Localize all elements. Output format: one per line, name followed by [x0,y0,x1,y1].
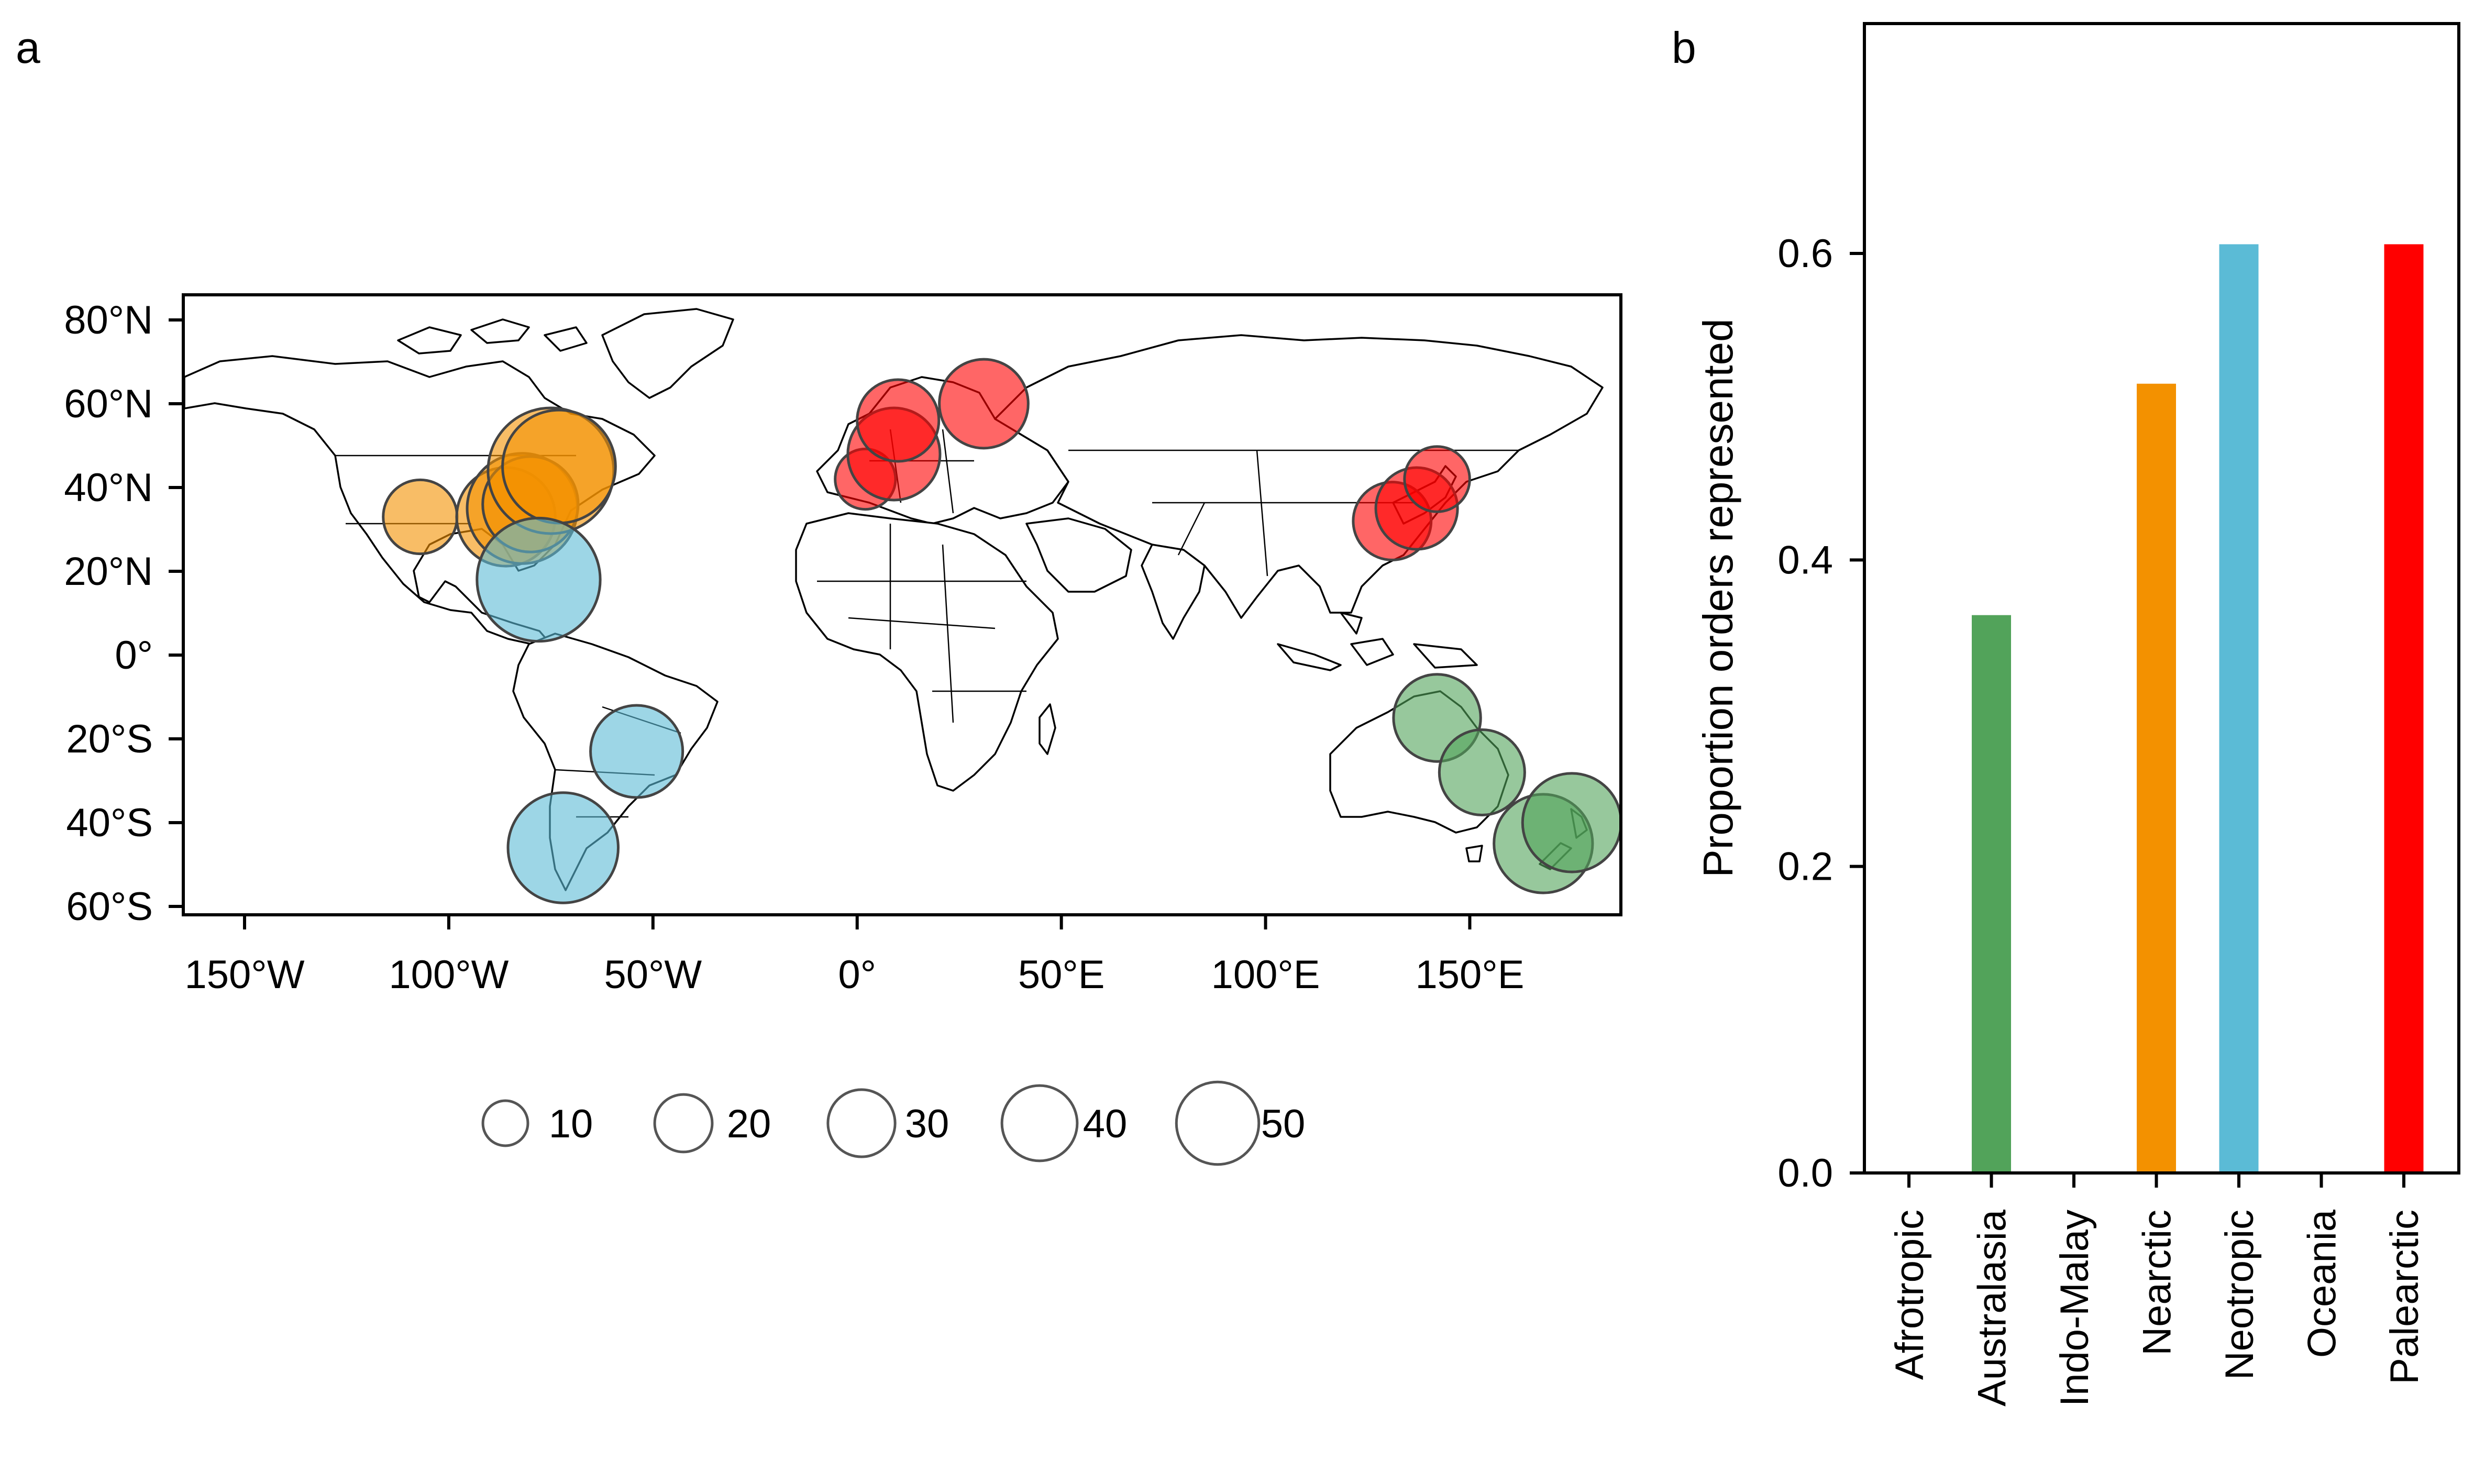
size-legend-circle-50 [1176,1082,1258,1164]
map-y-tick-label: 60°S [66,884,153,929]
bar-neotropic [2219,244,2259,1173]
land-indonesia [1278,613,1477,670]
size-legend-label: 10 [549,1102,593,1146]
bar-y-tick-label: 0.2 [1777,845,1833,889]
bar-australasia [1972,615,2011,1173]
site-point-neotropic-6 [477,518,600,641]
bar-category-label-nearctic: Nearctic [2135,1210,2180,1356]
map-y-tick-label: 60°N [64,382,153,426]
map-y-tick-label: 40°N [64,466,153,510]
map-x-tick-label: 50°E [1018,953,1105,997]
site-point-palearctic-15 [1405,447,1470,512]
bar-category-label-afrotropic: Afrotropic [1887,1210,1932,1380]
map-panel: 150°W 100°W 50°W 0° 50°E 100°E 150°E 80°N 60°N 4… [64,295,1621,1165]
bar-category-label-australasia: Australasia [1970,1209,2015,1407]
bar-panel: 0.0 0.2 0.4 0.6 Afrotropic Australasia Indo-M… [1695,24,2459,1407]
map-x-tick-label: 0° [838,953,876,997]
bar-palearctic [2384,244,2424,1173]
map-y-tick-label: 20°N [64,549,153,594]
land-africa [796,513,1058,791]
bar-category-label-indo-malay: Indo-Malay [2052,1210,2097,1407]
size-legend-label: 50 [1261,1102,1306,1146]
map-x-tick-label: 150°W [185,953,305,997]
site-point-nearctic-5 [503,410,616,523]
panel-b-letter: b [1672,23,1696,72]
bar-category-label-oceania: Oceania [2300,1209,2345,1358]
bar-x-axis: Afrotropic Australasia Indo-Malay Nearctic N… [1887,1173,2427,1407]
bar-y-axis-label: Proportion orders represented [1695,318,1741,877]
bar-nearctic [2137,384,2176,1173]
size-legend-label: 20 [727,1102,771,1146]
bar-category-label-palearctic: Palearctic [2382,1210,2427,1385]
map-x-tick-label: 150°E [1416,953,1525,997]
site-point-neotropic-7 [591,705,683,798]
land-tasmania [1466,846,1482,861]
site-point-palearctic-11 [857,380,939,461]
bar-y-tick-label: 0.6 [1777,231,1833,276]
size-legend-circle-40 [1002,1086,1077,1161]
size-legend-circle-30 [828,1090,895,1157]
bar-y-axis: 0.0 0.2 0.4 0.6 [1777,231,1864,1195]
land-greenland [602,309,733,398]
site-point-australasia-19 [1522,773,1621,872]
size-legend-label: 40 [1083,1102,1128,1146]
site-point-neotropic-8 [508,793,618,903]
map-y-tick-label: 0° [115,633,153,678]
site-point-nearctic-0 [383,480,457,553]
land-madagascar [1040,704,1055,754]
map-x-tick-label: 100°E [1211,953,1320,997]
size-legend-label: 30 [905,1102,949,1146]
land-india [1142,545,1205,639]
site-point-palearctic-12 [940,359,1029,448]
map-y-tick-label: 20°S [66,717,153,761]
size-legend: 10 20 30 40 50 [483,1082,1305,1164]
map-y-tick-label: 80°N [64,298,153,342]
site-point-australasia-17 [1439,729,1525,815]
bars [1972,244,2424,1173]
bar-y-tick-label: 0.0 [1777,1151,1833,1195]
map-x-axis: 150°W 100°W 50°W 0° 50°E 100°E 150°E [185,915,1525,997]
map-x-tick-label: 50°W [604,953,702,997]
size-legend-circle-20 [655,1094,712,1152]
panel-a-letter: a [16,23,40,72]
map-x-tick-label: 100°W [389,953,509,997]
map-y-tick-label: 40°S [66,801,153,845]
land-arctic-islands [398,319,587,353]
map-y-axis: 80°N 60°N 40°N 20°N 0° 20°S 40°S 60°S [64,298,183,929]
size-legend-circle-10 [483,1101,528,1146]
bar-y-tick-label: 0.4 [1777,538,1833,582]
bar-category-label-neotropic: Neotropic [2217,1210,2262,1380]
